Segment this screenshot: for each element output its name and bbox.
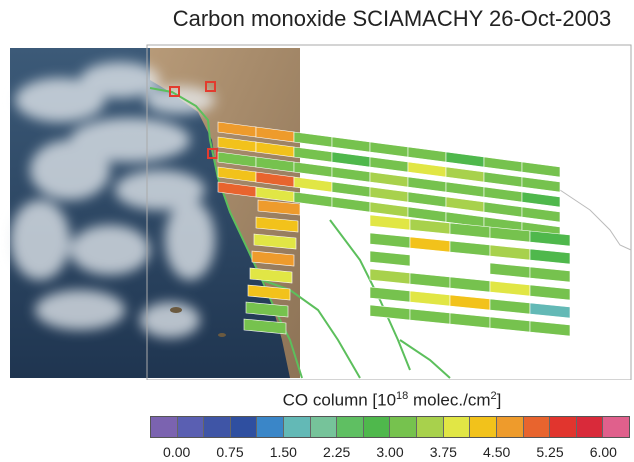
- co-pixel: [449, 240, 491, 257]
- co-pixel: [483, 156, 523, 173]
- co-pixel: [529, 302, 571, 319]
- co-pixel: [449, 276, 491, 293]
- colorbar-segment: [390, 417, 418, 437]
- co-pixel: [521, 206, 561, 223]
- colorbar-tick-label: 4.50: [483, 444, 511, 460]
- co-pixel: [369, 201, 409, 218]
- co-pixel: [409, 290, 451, 307]
- fire-markers: [169, 81, 218, 159]
- co-pixel: [529, 320, 571, 337]
- colorbar-segment: [177, 417, 205, 437]
- co-pixel: [245, 301, 289, 318]
- co-pixel: [331, 181, 371, 198]
- colorbar-segment: [257, 417, 285, 437]
- co-pixel: [409, 308, 451, 325]
- co-pixel: [483, 201, 523, 218]
- colorbar-tick-label: 0.75: [216, 444, 244, 460]
- colorbar-tick-label: 1.50: [269, 444, 297, 460]
- colorbar-segment: [443, 417, 471, 437]
- co-pixel: [253, 233, 297, 250]
- co-pixel: [529, 266, 571, 283]
- state-border: [559, 189, 632, 251]
- colorbar-segment: [204, 417, 231, 437]
- co-pixel: [445, 166, 485, 183]
- colorbar-segment: [337, 417, 364, 437]
- co-pixel: [369, 214, 411, 231]
- colorbar-ticks: 0.00 0.75 1.50 2.25 3.00 3.75 4.50 5.25 6.00: [150, 444, 630, 462]
- co-pixel: [255, 216, 299, 233]
- colorbar-tick-label: 6.00: [589, 444, 617, 460]
- colorbar-segment: [284, 417, 311, 437]
- colorbar-segment: [363, 417, 391, 437]
- co-pixel: [489, 298, 531, 315]
- co-pixel: [369, 232, 411, 249]
- co-pixel: [445, 196, 485, 213]
- colorbar-segment: [230, 417, 258, 437]
- co-pixel: [369, 250, 411, 267]
- colorbar: [150, 416, 630, 438]
- satellite-credit: MODIS/TERRA: [16, 398, 96, 410]
- co-pixel: [249, 267, 293, 284]
- map-area: MODIS/TERRA: [0, 40, 634, 410]
- co-pixel: [407, 146, 447, 163]
- colorbar-segment: [603, 417, 629, 437]
- colorbar-tick-label: 3.00: [376, 444, 404, 460]
- co-pixel: [407, 176, 447, 193]
- co-pixel: [243, 318, 287, 335]
- co-pixel: [331, 166, 371, 183]
- co-pixel: [369, 141, 409, 158]
- colorbar-segment: [550, 417, 577, 437]
- co-pixel: [369, 304, 411, 321]
- co-pixel: [369, 268, 411, 285]
- colorbar-segment: [496, 417, 524, 437]
- co-pixel: [369, 286, 411, 303]
- map-frame: [146, 44, 632, 380]
- co-pixel: [257, 199, 301, 216]
- colorbar-segment: [576, 417, 604, 437]
- colorbar-tick-label: 5.25: [536, 444, 564, 460]
- colorbar-tick-label: 2.25: [323, 444, 351, 460]
- co-pixel: [489, 262, 531, 279]
- co-pixel: [529, 248, 571, 265]
- co-pixel: [449, 294, 491, 311]
- co-pixel: [483, 171, 523, 188]
- co-pixel: [483, 186, 523, 203]
- co-pixel: [251, 250, 295, 267]
- co-pixel: [409, 272, 451, 289]
- co-pixel: [521, 161, 561, 178]
- co-pixel: [331, 136, 371, 153]
- co-pixel: [369, 186, 409, 203]
- coastline: [149, 87, 451, 379]
- co-pixel: [409, 236, 451, 253]
- colorbar-tick-label: 3.75: [429, 444, 457, 460]
- co-pixel: [407, 191, 447, 208]
- co-pixel: [449, 312, 491, 329]
- map-title: Carbon monoxide SCIAMACHY 26-Oct-2003: [172, 6, 612, 31]
- co-pixel: [445, 181, 485, 198]
- colorbar-segment: [310, 417, 338, 437]
- co-pixel: [521, 176, 561, 193]
- colorbar-segment: [523, 417, 551, 437]
- co-pixel: [247, 284, 291, 301]
- co-pixel: [407, 161, 447, 178]
- co-pixel: [529, 284, 571, 301]
- co-pixel: [369, 156, 409, 173]
- co-pixel: [331, 196, 371, 213]
- colorbar-segment: [151, 417, 178, 437]
- colorbar-tick-label: 0.00: [163, 444, 191, 460]
- co-pixel: [489, 244, 531, 261]
- colorbar-segment: [417, 417, 444, 437]
- co-map: [10, 44, 632, 380]
- co-pixel: [331, 151, 371, 168]
- co-pixel: [521, 191, 561, 208]
- co-pixels: [217, 121, 571, 337]
- co-pixel: [489, 280, 531, 297]
- co-pixel: [489, 316, 531, 333]
- co-pixel: [445, 151, 485, 168]
- co-pixel: [529, 230, 571, 247]
- colorbar-label: CO column [1018 molec./cm2]: [282, 390, 502, 410]
- colorbar-segment: [470, 417, 497, 437]
- co-pixel: [369, 171, 409, 188]
